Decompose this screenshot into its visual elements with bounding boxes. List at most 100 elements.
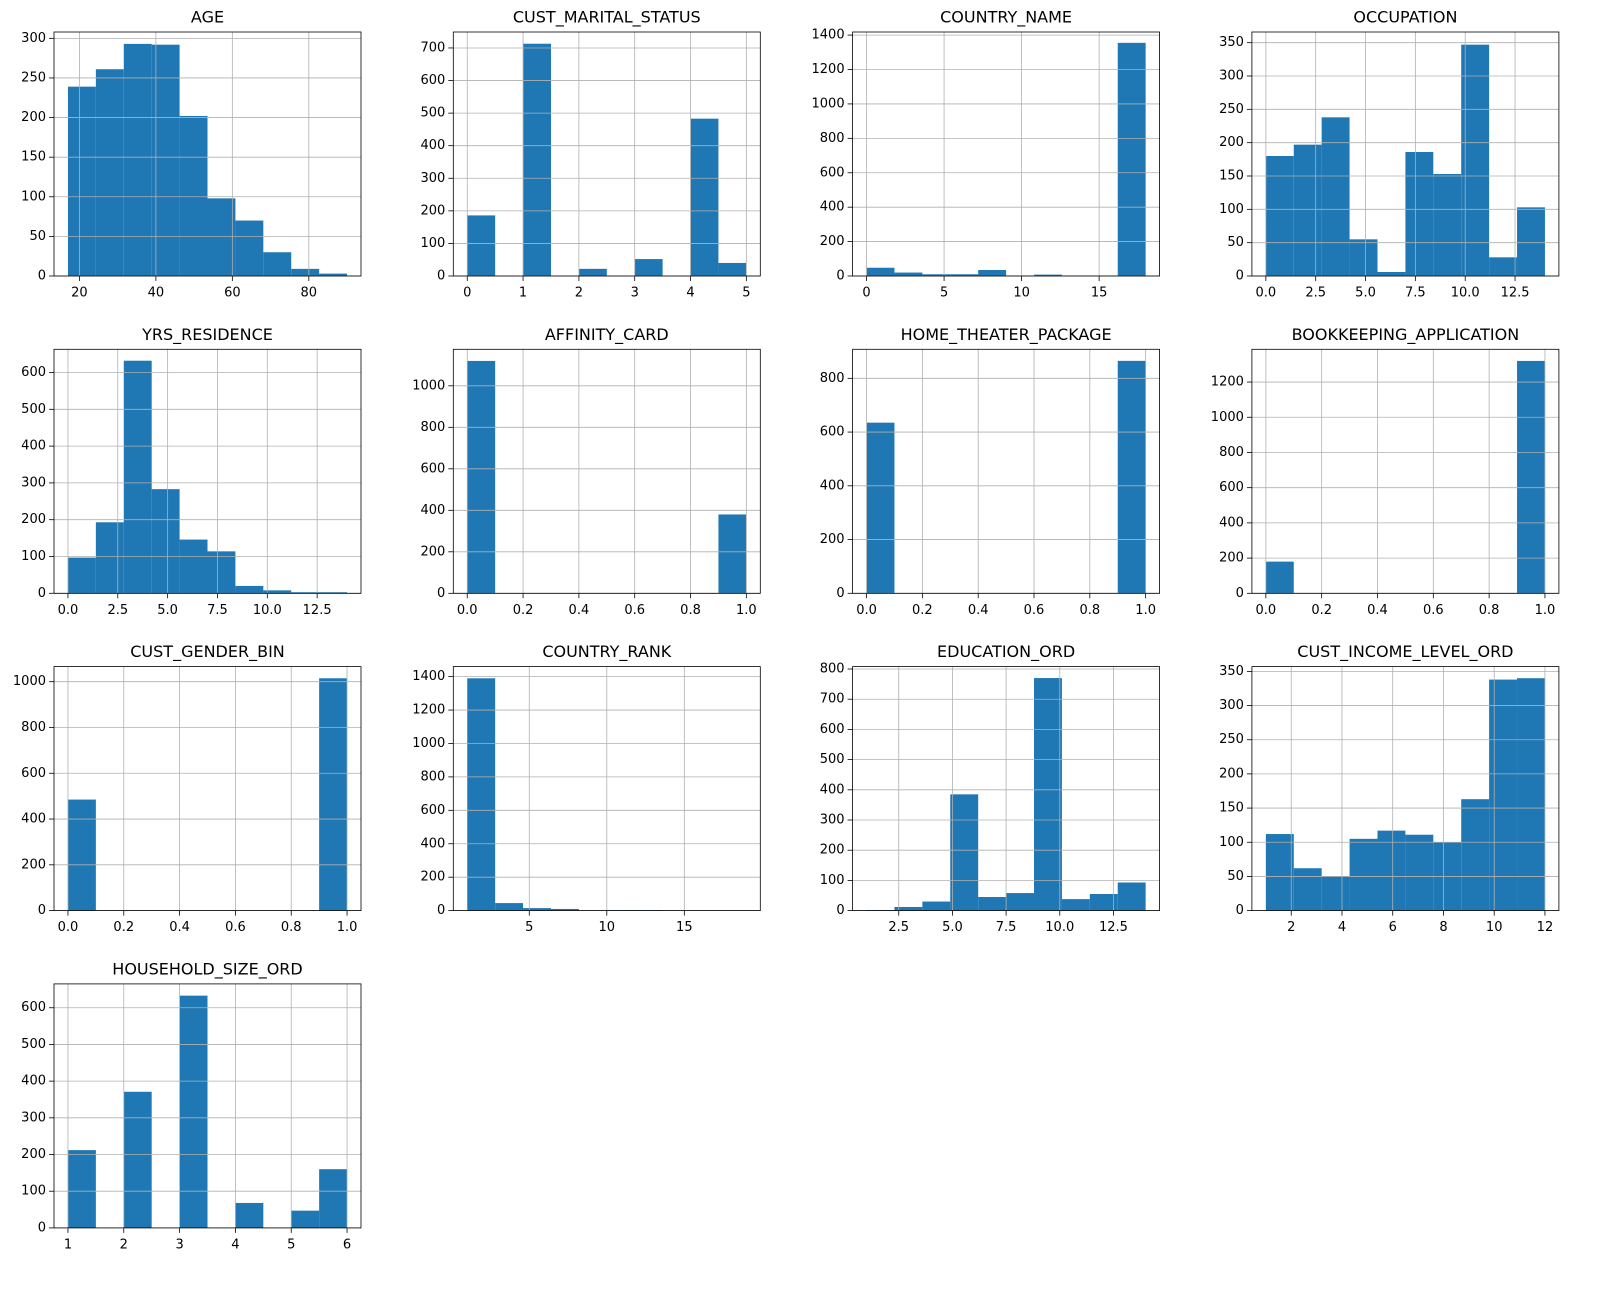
bar bbox=[123, 360, 152, 594]
x-tick-label: 12.5 bbox=[303, 603, 332, 618]
x-tick-label: 0.6 bbox=[1423, 603, 1444, 618]
bar bbox=[1034, 678, 1062, 911]
y-tick-label: 200 bbox=[1219, 551, 1244, 566]
y-tick-label: 50 bbox=[29, 229, 46, 244]
bar bbox=[1117, 42, 1146, 276]
x-tick-label: 1.0 bbox=[1135, 603, 1156, 618]
x-tick-label: 3 bbox=[175, 1237, 183, 1252]
y-tick-label: 200 bbox=[1219, 135, 1244, 150]
bar bbox=[1433, 174, 1462, 276]
bar bbox=[1461, 44, 1490, 276]
x-tick-label: 7.5 bbox=[207, 603, 228, 618]
axes-frame bbox=[852, 348, 1160, 594]
y-tick-label: 300 bbox=[420, 171, 445, 186]
x-tick-label: 5 bbox=[742, 286, 750, 301]
y-tick-label: 700 bbox=[420, 40, 445, 55]
x-tick-label: 7.5 bbox=[1405, 286, 1426, 301]
x-tick-label: 2 bbox=[1287, 920, 1295, 935]
x-tick-label: 10.0 bbox=[1451, 286, 1480, 301]
subplot-title: CUST_MARITAL_STATUS bbox=[513, 8, 701, 28]
axes-frame bbox=[53, 983, 362, 1229]
bar bbox=[866, 422, 895, 594]
bar bbox=[1489, 679, 1518, 911]
bar bbox=[1089, 893, 1118, 911]
y-tick-label: 400 bbox=[420, 836, 445, 851]
y-tick-label: 300 bbox=[21, 31, 46, 46]
y-tick-label: 0 bbox=[437, 903, 445, 918]
x-tick-label: 0.4 bbox=[169, 920, 190, 935]
y-tick-label: 1000 bbox=[412, 736, 445, 751]
x-tick-label: 0.2 bbox=[513, 603, 534, 618]
y-tick-label: 200 bbox=[420, 870, 445, 885]
bar bbox=[67, 1150, 96, 1228]
y-tick-label: 200 bbox=[1219, 766, 1244, 781]
bar bbox=[467, 215, 496, 276]
bar bbox=[1034, 274, 1062, 276]
bar bbox=[634, 259, 663, 276]
x-tick-label: 0.0 bbox=[457, 603, 478, 618]
x-tick-label: 15 bbox=[1091, 286, 1108, 301]
bar bbox=[578, 268, 607, 276]
y-tick-label: 800 bbox=[1219, 445, 1244, 460]
x-tick-label: 0.0 bbox=[58, 920, 79, 935]
bar bbox=[319, 678, 348, 911]
x-tick-label: 5.0 bbox=[157, 603, 178, 618]
x-tick-label: 0.2 bbox=[912, 603, 933, 618]
y-tick-label: 600 bbox=[1219, 480, 1244, 495]
subplot-title: COUNTRY_RANK bbox=[542, 642, 671, 662]
subplot-title: HOME_THEATER_PACKAGE bbox=[901, 325, 1112, 345]
bar bbox=[1517, 207, 1545, 276]
bar bbox=[1061, 899, 1090, 911]
axes-frame bbox=[1251, 666, 1560, 911]
y-tick-label: 250 bbox=[21, 70, 46, 85]
bar bbox=[1349, 239, 1378, 276]
bar bbox=[1117, 882, 1146, 911]
y-tick-label: 600 bbox=[21, 766, 46, 781]
x-tick-label: 6 bbox=[1389, 920, 1397, 935]
bar bbox=[718, 262, 747, 276]
subplot-title: AGE bbox=[191, 8, 224, 27]
bar bbox=[523, 43, 551, 277]
y-tick-label: 200 bbox=[21, 512, 46, 527]
x-tick-label: 0.2 bbox=[113, 920, 134, 935]
y-tick-label: 800 bbox=[420, 769, 445, 784]
bar bbox=[718, 514, 747, 594]
bar bbox=[550, 908, 579, 911]
y-tick-label: 0 bbox=[836, 269, 844, 284]
y-tick-label: 600 bbox=[420, 803, 445, 818]
y-tick-label: 600 bbox=[820, 425, 845, 440]
axes-frame bbox=[1251, 31, 1560, 277]
y-tick-label: 0 bbox=[437, 269, 445, 284]
y-tick-label: 0 bbox=[437, 586, 445, 601]
y-tick-label: 700 bbox=[820, 692, 845, 707]
y-tick-label: 0 bbox=[836, 586, 844, 601]
x-tick-label: 10 bbox=[1013, 286, 1030, 301]
y-tick-label: 0 bbox=[1236, 269, 1244, 284]
x-tick-label: 0.0 bbox=[1256, 603, 1277, 618]
x-tick-label: 12 bbox=[1537, 920, 1554, 935]
x-tick-label: 0.2 bbox=[1311, 603, 1332, 618]
y-tick-label: 500 bbox=[420, 106, 445, 121]
y-tick-label: 1000 bbox=[412, 378, 445, 393]
y-tick-label: 800 bbox=[820, 371, 845, 386]
x-tick-label: 0.0 bbox=[856, 603, 877, 618]
axes-frame bbox=[452, 348, 761, 594]
bar bbox=[1405, 834, 1434, 911]
x-tick-label: 5 bbox=[940, 286, 948, 301]
x-tick-label: 5 bbox=[525, 920, 533, 935]
y-tick-label: 800 bbox=[21, 720, 46, 735]
bar bbox=[1321, 117, 1350, 276]
y-tick-label: 0 bbox=[1236, 903, 1244, 918]
x-tick-label: 15 bbox=[676, 920, 693, 935]
y-tick-label: 500 bbox=[21, 402, 46, 417]
subplot-title: OCCUPATION bbox=[1353, 8, 1457, 27]
y-tick-label: 150 bbox=[21, 150, 46, 165]
x-tick-label: 0.4 bbox=[968, 603, 989, 618]
subplot-title: CUST_GENDER_BIN bbox=[130, 642, 285, 662]
y-tick-label: 1000 bbox=[1211, 410, 1244, 425]
x-tick-label: 1 bbox=[64, 1237, 72, 1252]
axes-frame bbox=[852, 31, 1160, 277]
y-tick-label: 600 bbox=[820, 722, 845, 737]
bar bbox=[95, 522, 124, 594]
